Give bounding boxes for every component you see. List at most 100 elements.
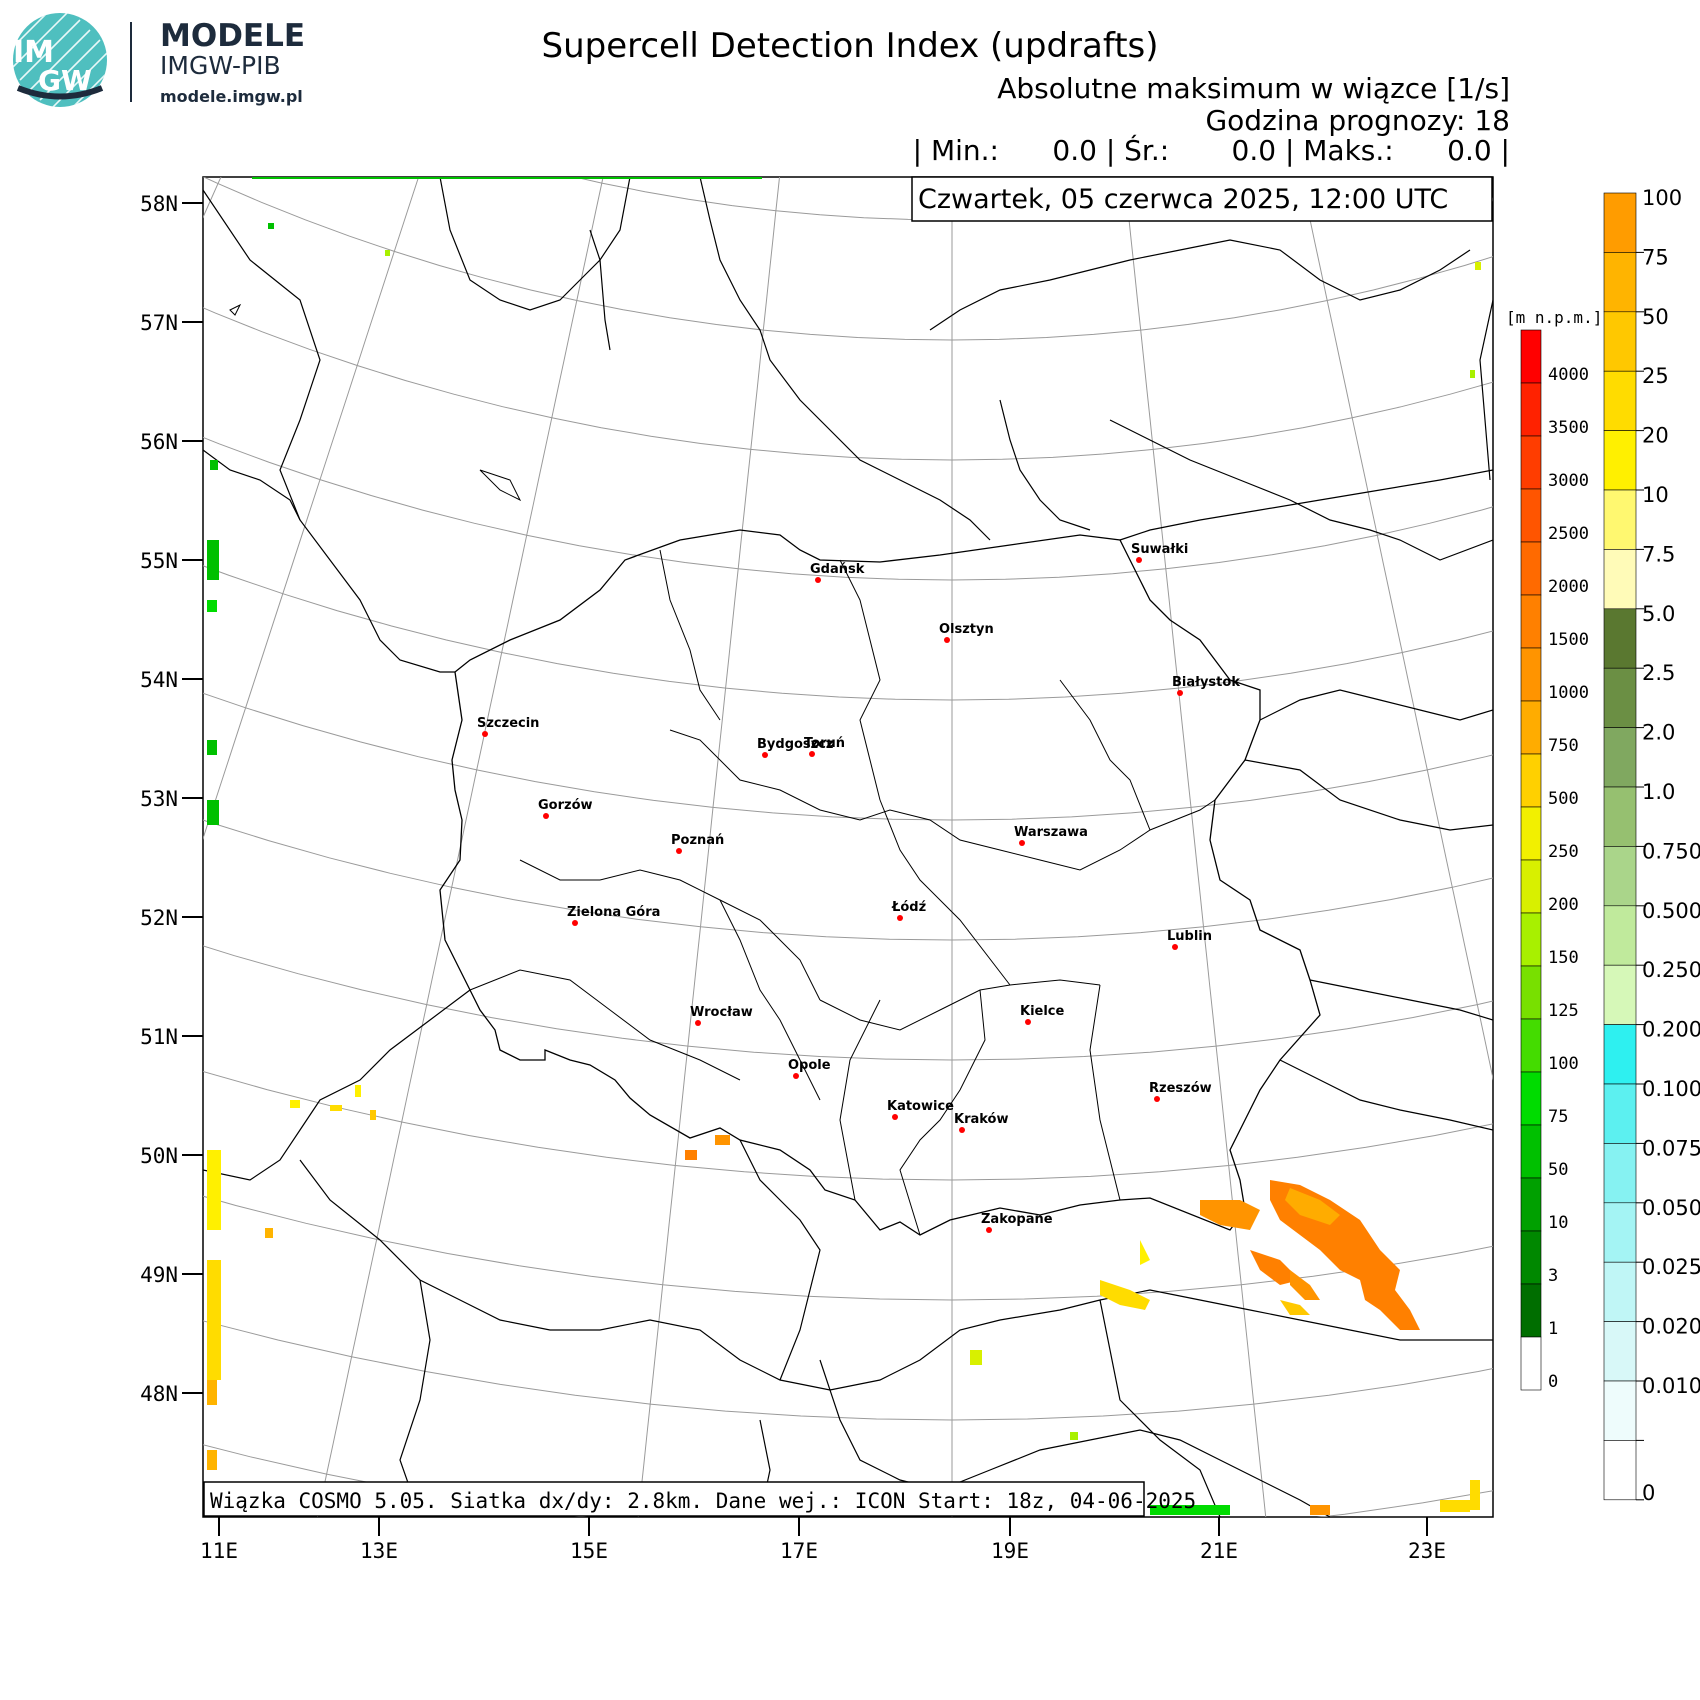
sdi-tick-label: 0.250 (1642, 958, 1700, 982)
city-label: Zakopane (981, 1212, 1053, 1227)
meridian-line (203, 177, 420, 841)
sdi-tick-label: 0.750 (1642, 839, 1700, 863)
elevation-tick-label: 50 (1548, 1160, 1568, 1180)
elevation-tick-label: 500 (1548, 789, 1579, 809)
sdi-tick-label: 2.0 (1642, 721, 1675, 745)
sdi-tick-label: 0.100 (1642, 1077, 1700, 1101)
elevation-tick-label: 0 (1548, 1372, 1558, 1392)
sdi-color-swatch (1603, 252, 1637, 313)
city-label: Zielona Góra (567, 905, 660, 920)
sdi-color-swatch (1603, 1440, 1637, 1501)
elevation-tick-label: 200 (1548, 895, 1579, 915)
meridian-line (0, 0, 33, 1061)
city-marker (986, 1227, 992, 1233)
city-marker (1136, 557, 1142, 563)
lat-tick-label: 50N (140, 1144, 178, 1168)
elevation-color-swatch (1520, 435, 1542, 490)
graticule (0, 0, 1700, 1517)
city-marker (482, 731, 488, 737)
map-panel: Gdańsk Suwałki Olsztyn Białystok Szczecin Byd… (0, 0, 1700, 1563)
city-label: Wrocław (690, 1005, 753, 1020)
stats-line: | Min.: 0.0 | Śr.: 0.0 | Maks.: 0.0 | (912, 134, 1510, 167)
sdi-tick-label: 2.5 (1642, 661, 1675, 685)
elevation-color-swatch (1520, 1071, 1542, 1126)
sdi-tick-label: 25 (1642, 364, 1669, 388)
sdi-tick-label: 1.0 (1642, 780, 1675, 804)
brand-subtitle: IMGW-PIB (160, 51, 281, 80)
date-box (911, 176, 1493, 222)
date-text: Czwartek, 05 czerwca 2025, 12:00 UTC (918, 184, 1448, 215)
sdi-tick-label: 0.025 (1642, 1255, 1700, 1279)
sdi-color-swatch (1603, 846, 1637, 907)
sdi-color-swatch (1603, 727, 1637, 788)
city-label: Suwałki (1131, 542, 1188, 557)
sdi-tick-label: 7.5 (1642, 542, 1675, 566)
brand-url: modele.imgw.pl (160, 87, 303, 106)
city-marker (762, 752, 768, 758)
elevation-colorbar: [m n.p.m.] 40003500300025002000150010007… (1506, 308, 1602, 1392)
elevation-color-swatch (1520, 1283, 1542, 1338)
lon-tick-label: 19E (991, 1539, 1029, 1563)
city-label: Poznań (671, 833, 724, 848)
meridian-line (1300, 177, 1493, 1081)
subtitle-unit: Absolutne maksimum w wiązce [1/s] (997, 72, 1510, 105)
city-marker (809, 751, 815, 757)
lon-tick-label: 13E (360, 1539, 398, 1563)
elevation-color-swatch (1520, 965, 1542, 1020)
elevation-tick-label: 250 (1548, 842, 1579, 862)
elevation-tick-label: 3000 (1548, 471, 1589, 491)
sdi-tick-label: 0.050 (1642, 1196, 1700, 1220)
city-marker (959, 1127, 965, 1133)
imgw-logo: IM GW MODELE IMGW-PIB modele.imgw.pl (10, 10, 310, 110)
city-marker (676, 848, 682, 854)
elevation-color-swatch (1520, 382, 1542, 437)
city-label: Białystok (1172, 675, 1240, 690)
elevation-tick-label: 150 (1548, 948, 1579, 968)
chart-title: Supercell Detection Index (updrafts) (541, 26, 1159, 66)
city-label: Opole (788, 1058, 831, 1073)
meridian-line (637, 177, 781, 1517)
elevation-tick-label: 1 (1548, 1319, 1558, 1339)
lon-tick-label: 21E (1200, 1539, 1238, 1563)
sdi-color-swatch (1603, 1143, 1637, 1204)
city-label: Olsztyn (939, 622, 994, 637)
sdi-tick-label: 100 (1642, 186, 1682, 210)
sdi-color-swatch (1603, 905, 1637, 966)
elevation-tick-label: 4000 (1548, 365, 1589, 385)
city-marker (897, 915, 903, 921)
elevation-tick-label: 2500 (1548, 524, 1589, 544)
footer-box (203, 1481, 1145, 1517)
lon-tick-label: 23E (1408, 1539, 1446, 1563)
sdi-color-swatch (1603, 1083, 1637, 1144)
lat-tick-label: 55N (140, 549, 178, 573)
city-label: Kraków (954, 1112, 1009, 1127)
sdi-color-swatch (1603, 964, 1637, 1025)
sdi-tick-label: 0.500 (1642, 899, 1700, 923)
sdi-colorbar: 100 75 50 25 20 10 7.5 5.0 2.5 2.0 1.0 0.750 0.500 0.… (1603, 186, 1700, 1505)
city-marker (793, 1073, 799, 1079)
city-label: Katowice (887, 1099, 954, 1114)
elevation-color-swatch (1520, 594, 1542, 649)
elevation-tick-label: 1500 (1548, 630, 1589, 650)
lat-tick-label: 58N (140, 192, 178, 216)
elevation-color-swatch (1520, 806, 1542, 861)
sdi-color-swatch (1603, 1321, 1637, 1382)
sdi-tick-label: 75 (1642, 245, 1669, 269)
elevation-color-swatch (1520, 541, 1542, 596)
city-label: Gorzów (538, 798, 593, 813)
lat-tick-label: 57N (140, 311, 178, 335)
sdi-color-swatch (1603, 1380, 1637, 1441)
lat-tick-label: 48N (140, 1382, 178, 1406)
meridian-line (316, 177, 604, 1517)
city-label: Kielce (1020, 1004, 1065, 1019)
sdi-color-swatch (1603, 430, 1637, 491)
city-marker (1019, 840, 1025, 846)
elevation-color-swatch (1520, 912, 1542, 967)
elevation-color-swatch (1520, 753, 1542, 808)
city-marker (572, 920, 578, 926)
elevation-color-swatch (1520, 1177, 1542, 1232)
parallel-line (0, 0, 1700, 100)
city-label: Lublin (1167, 929, 1212, 944)
elevation-color-swatch (1520, 859, 1542, 914)
